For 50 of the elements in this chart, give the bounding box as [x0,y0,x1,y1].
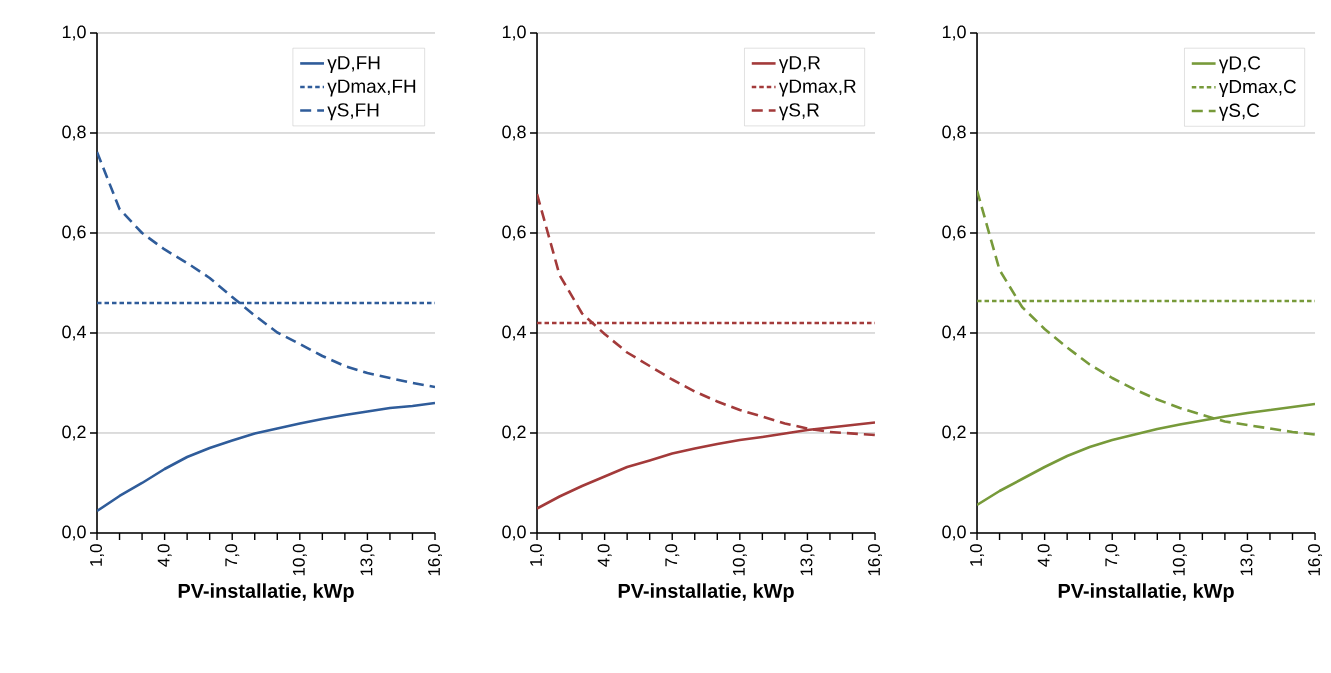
x-tick-label: 7,0 [1105,544,1120,567]
x-tick-label: 4,0 [597,544,612,567]
x-axis-title: PV-installatie, kWp [1058,583,1234,602]
y-tick-label: 0,0 [62,525,86,541]
legend-label: γDmax,R [778,79,856,97]
legend-label: γD,FH [327,56,380,74]
legend-label: γS,C [1218,103,1260,121]
legend-label: γS,FH [327,103,379,121]
x-tick-label: 10,0 [292,544,307,576]
x-tick-label: 13,0 [360,544,375,576]
y-tick-label: 1,0 [62,25,86,41]
y-tick-label: 0,2 [502,425,526,441]
x-tick-label: 16,0 [428,544,443,576]
x-tick-label: 16,0 [868,544,883,576]
y-tick-label: 1,0 [942,25,966,41]
legend-label: γS,R [778,103,819,121]
x-axis-title: PV-installatie, kWp [618,583,794,602]
y-tick-label: 0,6 [942,225,966,241]
y-tick-label: 0,8 [502,125,526,141]
x-axis-title: PV-installatie, kWp [178,583,354,602]
x-tick-label: 13,0 [800,544,815,576]
x-tick-label: 13,0 [1240,544,1255,576]
y-tick-label: 0,6 [502,225,526,241]
x-tick-label: 4,0 [1037,544,1052,567]
y-tick-label: 0,4 [502,325,526,341]
x-tick-label: 1,0 [970,544,985,566]
x-tick-label: 7,0 [225,544,240,567]
y-tick-label: 0,0 [942,525,966,541]
legend-label: γD,C [1218,56,1261,74]
y-tick-label: 1,0 [502,25,526,41]
y-tick-label: 0,6 [62,225,86,241]
legend-label: γDmax,FH [327,79,416,97]
line-series [97,150,436,389]
y-tick-label: 0,8 [942,125,966,141]
y-tick-label: 0,2 [62,425,86,441]
x-tick-label: 4,0 [157,544,172,567]
y-tick-label: 0,0 [502,525,526,541]
x-tick-label: 10,0 [1172,544,1187,576]
x-tick-label: 16,0 [1308,544,1323,576]
y-tick-label: 0,4 [942,325,966,341]
legend-label: γDmax,C [1218,79,1296,98]
x-tick-label: 10,0 [732,544,747,576]
x-tick-label: 1,0 [530,544,545,566]
y-tick-label: 0,8 [62,125,86,141]
x-tick-label: 1,0 [90,544,104,566]
y-tick-label: 0,4 [62,325,86,341]
x-tick-label: 7,0 [665,544,680,567]
legend-label: γD,R [778,56,821,74]
y-tick-label: 0,2 [942,425,966,441]
line-series [97,401,436,513]
